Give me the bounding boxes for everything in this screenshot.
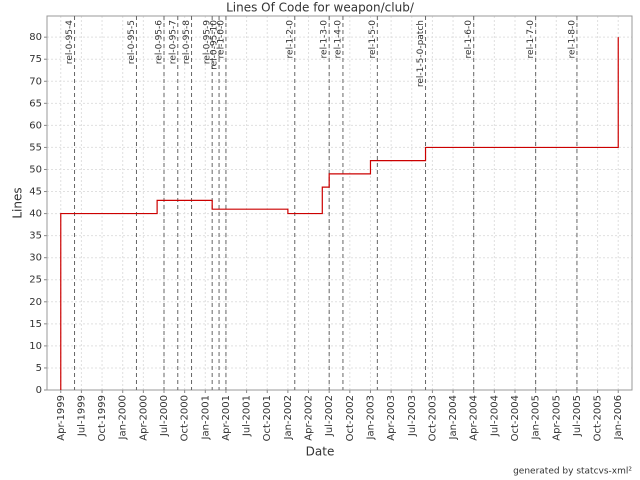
release-label: rel-0-95-8 xyxy=(182,20,192,64)
release-label: rel-0-95-7 xyxy=(168,20,178,64)
y-tick-label: 40 xyxy=(29,209,42,220)
x-tick-label: Jul-2004 xyxy=(489,395,500,437)
y-tick-label: 45 xyxy=(29,187,42,198)
y-tick-label: 5 xyxy=(36,363,42,374)
y-tick-label: 20 xyxy=(29,297,42,308)
release-label: rel-0-95-5 xyxy=(127,20,137,64)
x-tick-label: Jul-2000 xyxy=(159,395,170,437)
y-tick-label: 0 xyxy=(36,385,42,396)
release-label: rel-0-95-6 xyxy=(155,20,165,64)
y-tick-label: 35 xyxy=(29,231,42,242)
release-label: rel-0-95-4 xyxy=(65,20,75,64)
y-tick-label: 70 xyxy=(29,76,42,87)
y-tick-label: 25 xyxy=(29,275,42,286)
x-tick-label: Apr-2003 xyxy=(386,395,397,441)
chart-title: Lines Of Code for weapon/club/ xyxy=(226,1,415,15)
x-axis-label: Date xyxy=(306,445,335,459)
release-label: rel-1-0-0 xyxy=(216,20,226,59)
y-tick-label: 80 xyxy=(29,32,42,43)
x-tick-label: Jul-2005 xyxy=(572,395,583,437)
release-label: rel-1-4-0 xyxy=(333,20,343,59)
y-tick-label: 55 xyxy=(29,142,42,153)
x-tick-label: Apr-2005 xyxy=(551,395,562,441)
release-label: rel-1-6-0 xyxy=(464,20,474,59)
y-tick-label: 50 xyxy=(29,164,42,175)
plot-border xyxy=(46,15,633,391)
x-tick-label: Apr-2000 xyxy=(138,395,149,441)
x-tick-label: Jul-2003 xyxy=(407,395,418,437)
x-tick-label: Jan-2003 xyxy=(365,395,376,440)
release-label: rel-1-5-0-patch xyxy=(416,20,426,87)
x-tick-label: Jan-2001 xyxy=(200,395,211,440)
x-tick-label: Jan-2005 xyxy=(531,395,542,440)
release-label: rel-1-2-0 xyxy=(285,20,295,59)
x-tick-label: Jul-2002 xyxy=(324,395,335,437)
x-tick-label: Apr-2002 xyxy=(304,395,315,441)
y-tick-label: 10 xyxy=(29,341,42,352)
x-tick-label: Jan-2002 xyxy=(283,395,294,440)
x-tick-label: Apr-2001 xyxy=(221,395,232,441)
y-tick-label: 75 xyxy=(29,54,42,65)
x-tick-label: Oct-1999 xyxy=(97,395,108,441)
x-tick-label: Apr-2004 xyxy=(469,395,480,441)
x-tick-label: Jan-2000 xyxy=(118,395,129,440)
x-tick-label: Oct-2002 xyxy=(345,395,356,441)
y-tick-label: 65 xyxy=(29,98,42,109)
release-label: rel-1-5-0 xyxy=(368,20,378,59)
x-tick-label: Jan-2006 xyxy=(613,395,624,440)
release-label: rel-0-95-9 xyxy=(203,20,213,64)
data-line xyxy=(60,37,619,390)
x-tick-label: Jan-2004 xyxy=(448,395,459,440)
x-tick-label: Jul-1999 xyxy=(76,395,87,437)
release-label: rel-1-7-0 xyxy=(526,20,536,59)
x-tick-label: Jul-2001 xyxy=(242,395,253,437)
footer: generated by statcvs-xml² xyxy=(513,467,632,477)
y-tick-label: 60 xyxy=(29,120,42,131)
y-axis-label: Lines xyxy=(11,187,25,218)
x-tick-label: Apr-1999 xyxy=(56,395,67,441)
release-label: rel-1-8-0 xyxy=(567,20,577,59)
x-tick-label: Oct-2001 xyxy=(262,395,273,441)
y-tick-label: 15 xyxy=(29,319,42,330)
x-tick-label: Oct-2004 xyxy=(510,395,521,441)
release-label: rel-1-3-0 xyxy=(320,20,330,59)
y-tick-label: 30 xyxy=(29,253,42,264)
release-label: rel-0-95-10 xyxy=(210,20,220,70)
x-tick-label: Oct-2003 xyxy=(427,395,438,441)
x-tick-label: Oct-2005 xyxy=(593,395,604,441)
x-tick-label: Oct-2000 xyxy=(180,395,191,441)
